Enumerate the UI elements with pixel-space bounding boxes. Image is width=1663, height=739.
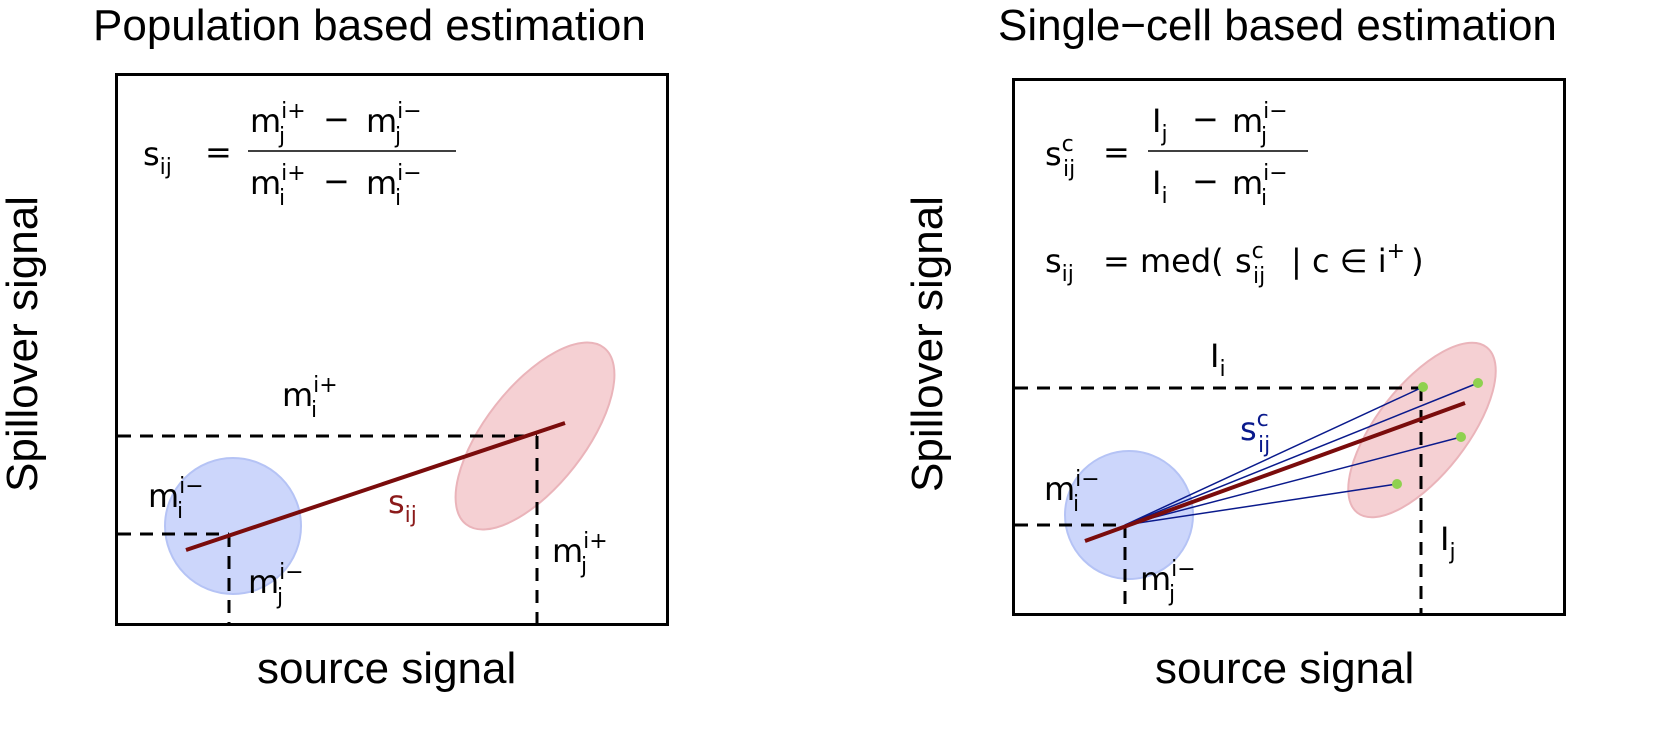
right-panel-title: Single−cell based estimation — [998, 1, 1557, 50]
right-y-axis-label: Spillover signal — [903, 196, 952, 492]
left-x-axis-label: source signal — [257, 644, 517, 693]
left-panel-title: Population based estimation — [93, 1, 646, 50]
right-plot-frame — [1012, 78, 1566, 616]
left-y-axis-label: Spillover signal — [0, 196, 47, 492]
left-plot-frame — [115, 73, 669, 626]
right-x-axis-label: source signal — [1155, 644, 1415, 693]
